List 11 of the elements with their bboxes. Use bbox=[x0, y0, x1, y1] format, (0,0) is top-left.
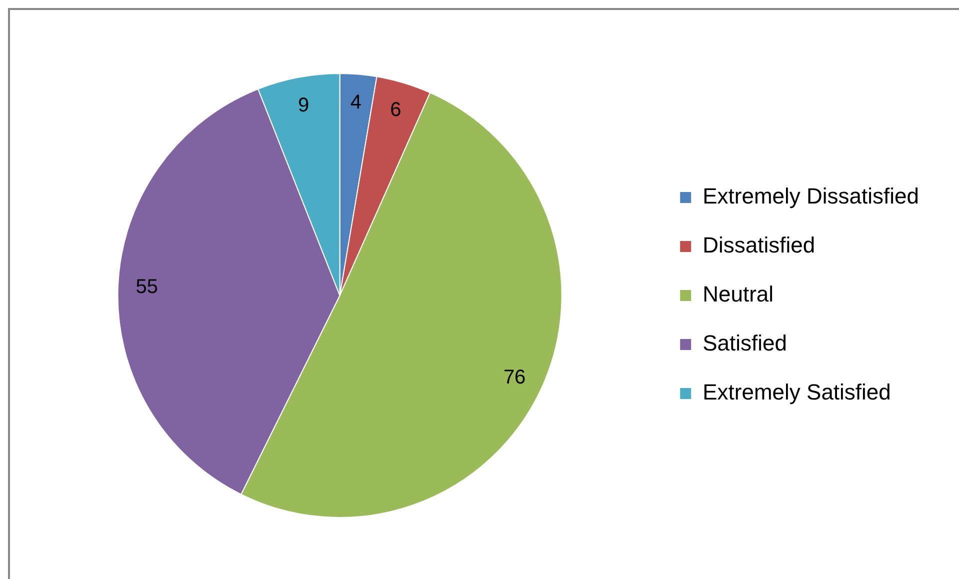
legend-label: Satisfied bbox=[702, 330, 787, 356]
legend-label: Dissatisfied bbox=[702, 232, 816, 258]
data-label: 6 bbox=[390, 99, 402, 122]
data-label: 9 bbox=[298, 94, 310, 116]
legend-label: Extremely Satisfied bbox=[702, 380, 891, 405]
legend-label: Extremely Dissatisfied bbox=[702, 184, 919, 209]
chart-frame: Extremely Dissatisfied Dissatisfied Neutral Satisfied Extremely Satisfied 4 6 76 55 9 bbox=[8, 8, 959, 579]
data-label: 4 bbox=[350, 92, 362, 114]
data-label: 76 bbox=[503, 366, 526, 388]
data-label: 55 bbox=[136, 276, 158, 298]
legend-label: Neutral bbox=[702, 282, 774, 307]
